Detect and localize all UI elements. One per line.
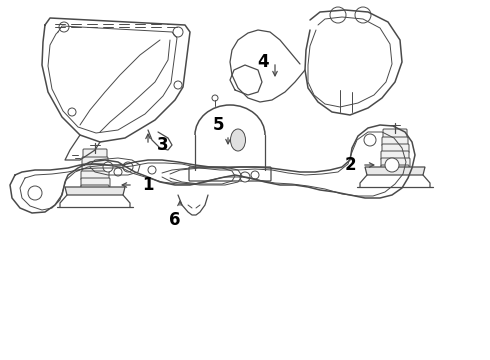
Ellipse shape [230, 129, 245, 151]
Circle shape [212, 95, 218, 101]
Circle shape [68, 108, 76, 116]
Text: 4: 4 [257, 53, 269, 71]
Circle shape [59, 22, 69, 32]
FancyBboxPatch shape [383, 129, 407, 138]
Circle shape [123, 162, 133, 172]
Circle shape [364, 134, 376, 146]
Circle shape [174, 81, 182, 89]
Polygon shape [365, 167, 425, 175]
Circle shape [240, 172, 250, 182]
Text: 6: 6 [169, 211, 181, 229]
Circle shape [173, 27, 183, 37]
Circle shape [103, 162, 113, 172]
Circle shape [114, 168, 122, 176]
Circle shape [385, 158, 399, 172]
Circle shape [148, 166, 156, 174]
Text: 1: 1 [142, 176, 154, 194]
Circle shape [251, 171, 259, 179]
Circle shape [28, 186, 42, 200]
Text: 2: 2 [344, 156, 356, 174]
FancyBboxPatch shape [381, 165, 409, 174]
Text: 3: 3 [157, 136, 169, 154]
Text: 5: 5 [212, 116, 224, 134]
FancyBboxPatch shape [82, 164, 109, 173]
Polygon shape [65, 187, 125, 195]
Circle shape [330, 7, 346, 23]
FancyBboxPatch shape [81, 171, 109, 180]
FancyBboxPatch shape [381, 151, 409, 160]
FancyBboxPatch shape [189, 167, 271, 181]
FancyBboxPatch shape [83, 149, 107, 158]
FancyBboxPatch shape [81, 185, 109, 194]
FancyBboxPatch shape [81, 178, 110, 187]
FancyBboxPatch shape [381, 158, 410, 167]
FancyBboxPatch shape [382, 144, 409, 153]
Circle shape [355, 7, 371, 23]
FancyBboxPatch shape [382, 137, 408, 146]
FancyBboxPatch shape [82, 157, 108, 166]
